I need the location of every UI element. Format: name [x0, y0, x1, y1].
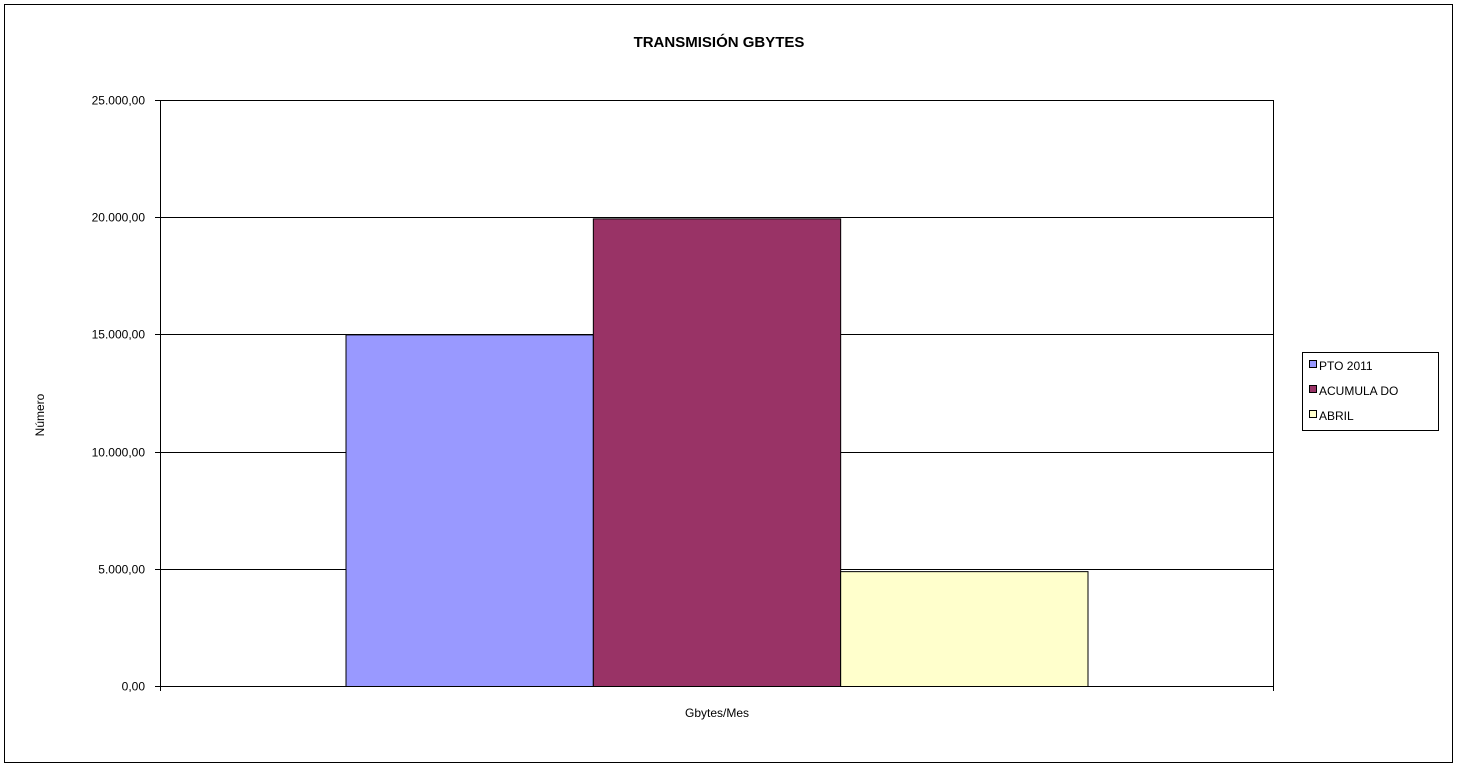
bar-1 [345, 334, 594, 687]
legend-box [1302, 352, 1439, 431]
y-tick-label: 20.000,00 [92, 211, 146, 225]
legend-label: PTO 2011 [1319, 359, 1373, 373]
legend-swatch [1309, 385, 1317, 393]
y-tick-label: 0,00 [122, 680, 146, 694]
legend-label: ACUMULA DO [1319, 384, 1398, 398]
y-tick-label: 15.000,00 [92, 328, 146, 342]
y-axis-ticks: 0,00 5.000,00 10.000,00 15.000,00 20.000,00 2… [92, 94, 1274, 694]
y-tick-label: 10.000,00 [92, 446, 146, 460]
legend-swatch [1309, 410, 1317, 418]
legend: PTO 2011 ACUMULA DO ABRIL [1302, 352, 1439, 431]
bar-2 [592, 218, 842, 687]
x-axis-category-label: Gbytes/Mes [685, 706, 749, 720]
bars [345, 218, 1089, 687]
bar-3 [840, 571, 1089, 687]
y-axis-label: Número [33, 393, 47, 436]
y-tick-label: 25.000,00 [92, 94, 146, 108]
legend-swatch [1309, 360, 1317, 368]
chart-title: TRANSMISIÓN GBYTES [634, 33, 805, 51]
y-tick-label: 5.000,00 [98, 563, 145, 577]
legend-label: ABRIL [1319, 409, 1354, 423]
